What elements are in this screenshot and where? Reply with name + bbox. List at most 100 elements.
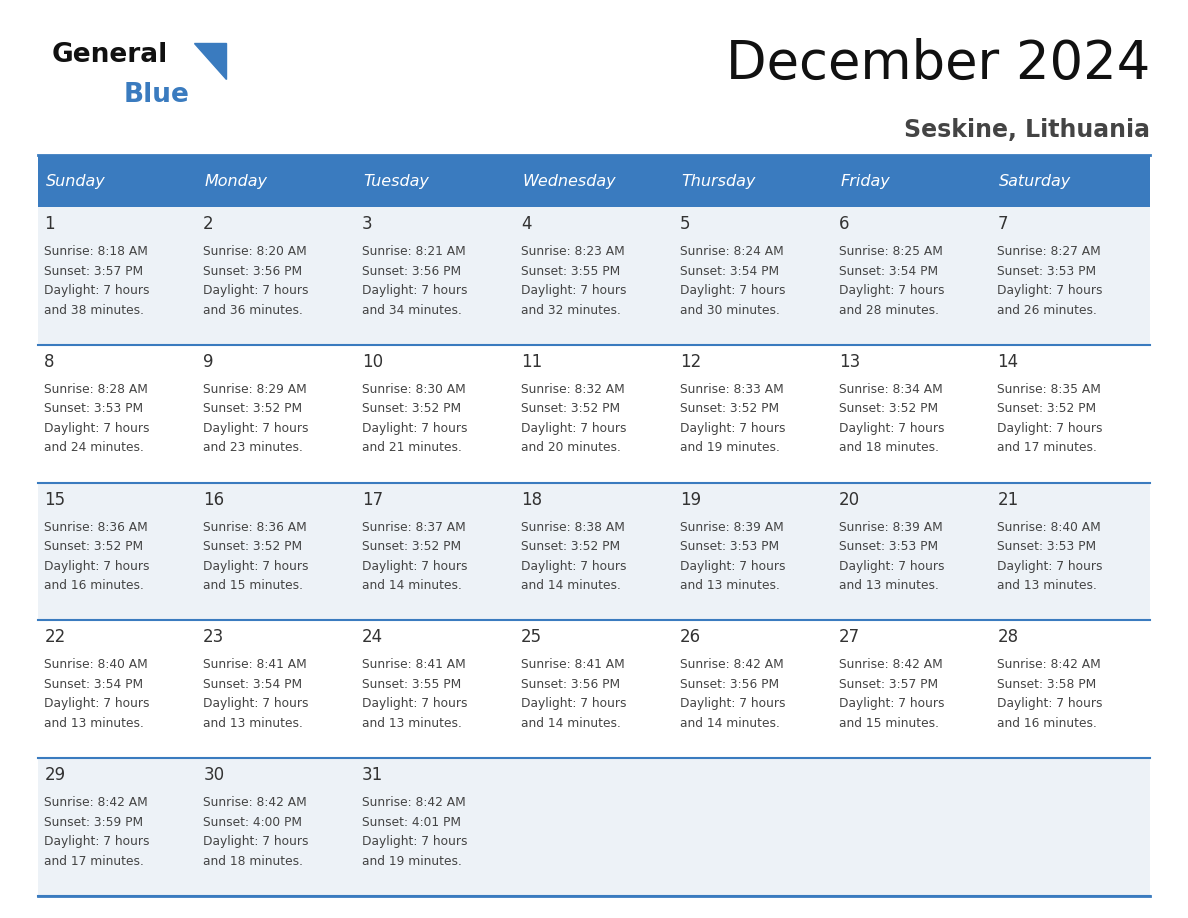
Text: Sunset: 3:52 PM: Sunset: 3:52 PM [362, 402, 461, 415]
Text: Sunset: 3:53 PM: Sunset: 3:53 PM [998, 540, 1097, 554]
Text: Sunrise: 8:41 AM: Sunrise: 8:41 AM [362, 658, 466, 671]
Text: Sunset: 3:57 PM: Sunset: 3:57 PM [44, 264, 144, 277]
Text: Sunset: 3:52 PM: Sunset: 3:52 PM [680, 402, 779, 415]
Bar [38, 483, 197, 621]
Bar [197, 621, 355, 758]
Text: Sunset: 3:55 PM: Sunset: 3:55 PM [362, 677, 461, 691]
Text: Sunset: 3:56 PM: Sunset: 3:56 PM [520, 677, 620, 691]
Bar [514, 207, 674, 345]
Text: and 18 minutes.: and 18 minutes. [203, 855, 303, 868]
Text: Daylight: 7 hours: Daylight: 7 hours [520, 698, 626, 711]
Bar [197, 155, 355, 207]
Bar [833, 483, 991, 621]
Text: Sunrise: 8:41 AM: Sunrise: 8:41 AM [203, 658, 307, 671]
Text: 26: 26 [680, 629, 701, 646]
Bar [38, 345, 197, 483]
Bar [38, 758, 197, 896]
Text: Sunrise: 8:37 AM: Sunrise: 8:37 AM [362, 521, 466, 533]
Bar [674, 483, 833, 621]
Bar [355, 621, 514, 758]
Text: and 13 minutes.: and 13 minutes. [203, 717, 303, 730]
Text: Sunset: 3:54 PM: Sunset: 3:54 PM [44, 677, 144, 691]
Text: Daylight: 7 hours: Daylight: 7 hours [998, 560, 1102, 573]
Text: Daylight: 7 hours: Daylight: 7 hours [839, 560, 944, 573]
Text: Daylight: 7 hours: Daylight: 7 hours [362, 421, 468, 435]
Text: Sunrise: 8:41 AM: Sunrise: 8:41 AM [520, 658, 625, 671]
Text: Sunrise: 8:42 AM: Sunrise: 8:42 AM [680, 658, 784, 671]
Text: 4: 4 [520, 215, 531, 233]
Text: Sunrise: 8:35 AM: Sunrise: 8:35 AM [998, 383, 1101, 396]
Bar [197, 345, 355, 483]
Bar [833, 155, 991, 207]
Text: Sunset: 3:57 PM: Sunset: 3:57 PM [839, 677, 937, 691]
Text: and 14 minutes.: and 14 minutes. [362, 579, 462, 592]
Text: 10: 10 [362, 353, 384, 371]
Text: Sunset: 3:55 PM: Sunset: 3:55 PM [520, 264, 620, 277]
Text: Blue: Blue [124, 82, 190, 108]
Text: 20: 20 [839, 490, 860, 509]
Text: Sunset: 3:52 PM: Sunset: 3:52 PM [203, 402, 302, 415]
Text: 21: 21 [998, 490, 1019, 509]
Bar [991, 621, 1150, 758]
Text: Sunrise: 8:28 AM: Sunrise: 8:28 AM [44, 383, 148, 396]
Text: Daylight: 7 hours: Daylight: 7 hours [44, 284, 150, 297]
Text: Sunrise: 8:32 AM: Sunrise: 8:32 AM [520, 383, 625, 396]
Text: and 13 minutes.: and 13 minutes. [44, 717, 144, 730]
Text: Sunset: 3:58 PM: Sunset: 3:58 PM [998, 677, 1097, 691]
Text: Sunday: Sunday [46, 174, 106, 188]
Bar [355, 207, 514, 345]
Text: Sunrise: 8:42 AM: Sunrise: 8:42 AM [203, 796, 307, 809]
Bar [674, 621, 833, 758]
Bar [991, 345, 1150, 483]
Text: 30: 30 [203, 767, 225, 784]
Text: Sunrise: 8:23 AM: Sunrise: 8:23 AM [520, 245, 625, 258]
Text: Sunset: 4:00 PM: Sunset: 4:00 PM [203, 816, 302, 829]
Text: Daylight: 7 hours: Daylight: 7 hours [203, 284, 309, 297]
Text: Sunrise: 8:42 AM: Sunrise: 8:42 AM [44, 796, 148, 809]
Text: Sunset: 4:01 PM: Sunset: 4:01 PM [362, 816, 461, 829]
Text: Thursday: Thursday [682, 174, 756, 188]
Bar [674, 345, 833, 483]
Bar [991, 207, 1150, 345]
Text: 7: 7 [998, 215, 1007, 233]
Text: Seskine, Lithuania: Seskine, Lithuania [904, 118, 1150, 142]
Text: Sunrise: 8:21 AM: Sunrise: 8:21 AM [362, 245, 466, 258]
Text: and 15 minutes.: and 15 minutes. [203, 579, 303, 592]
Text: Sunrise: 8:30 AM: Sunrise: 8:30 AM [362, 383, 466, 396]
Bar [514, 758, 674, 896]
Text: Wednesday: Wednesday [523, 174, 617, 188]
Text: Daylight: 7 hours: Daylight: 7 hours [998, 698, 1102, 711]
Text: Sunset: 3:56 PM: Sunset: 3:56 PM [680, 677, 779, 691]
Text: Saturday: Saturday [999, 174, 1072, 188]
Text: and 13 minutes.: and 13 minutes. [680, 579, 779, 592]
Text: and 21 minutes.: and 21 minutes. [362, 442, 462, 454]
Text: Monday: Monday [204, 174, 267, 188]
Text: and 15 minutes.: and 15 minutes. [839, 717, 939, 730]
Text: 11: 11 [520, 353, 542, 371]
Text: 18: 18 [520, 490, 542, 509]
Text: and 18 minutes.: and 18 minutes. [839, 442, 939, 454]
Text: Daylight: 7 hours: Daylight: 7 hours [362, 835, 468, 848]
Bar [833, 621, 991, 758]
Text: Daylight: 7 hours: Daylight: 7 hours [680, 421, 785, 435]
Text: Sunrise: 8:33 AM: Sunrise: 8:33 AM [680, 383, 784, 396]
Text: Sunrise: 8:18 AM: Sunrise: 8:18 AM [44, 245, 148, 258]
Text: Sunrise: 8:27 AM: Sunrise: 8:27 AM [998, 245, 1101, 258]
Text: Daylight: 7 hours: Daylight: 7 hours [362, 698, 468, 711]
Text: and 16 minutes.: and 16 minutes. [998, 717, 1098, 730]
Bar [355, 483, 514, 621]
Text: 6: 6 [839, 215, 849, 233]
Text: Sunset: 3:53 PM: Sunset: 3:53 PM [839, 540, 937, 554]
Text: Sunrise: 8:42 AM: Sunrise: 8:42 AM [998, 658, 1101, 671]
Text: Daylight: 7 hours: Daylight: 7 hours [520, 421, 626, 435]
Text: 22: 22 [44, 629, 65, 646]
Text: 3: 3 [362, 215, 373, 233]
Text: 27: 27 [839, 629, 860, 646]
Text: Sunrise: 8:38 AM: Sunrise: 8:38 AM [520, 521, 625, 533]
Bar [355, 345, 514, 483]
Text: Daylight: 7 hours: Daylight: 7 hours [520, 560, 626, 573]
Text: and 16 minutes.: and 16 minutes. [44, 579, 144, 592]
Text: and 28 minutes.: and 28 minutes. [839, 304, 939, 317]
Text: and 26 minutes.: and 26 minutes. [998, 304, 1098, 317]
Text: Sunset: 3:54 PM: Sunset: 3:54 PM [839, 264, 937, 277]
